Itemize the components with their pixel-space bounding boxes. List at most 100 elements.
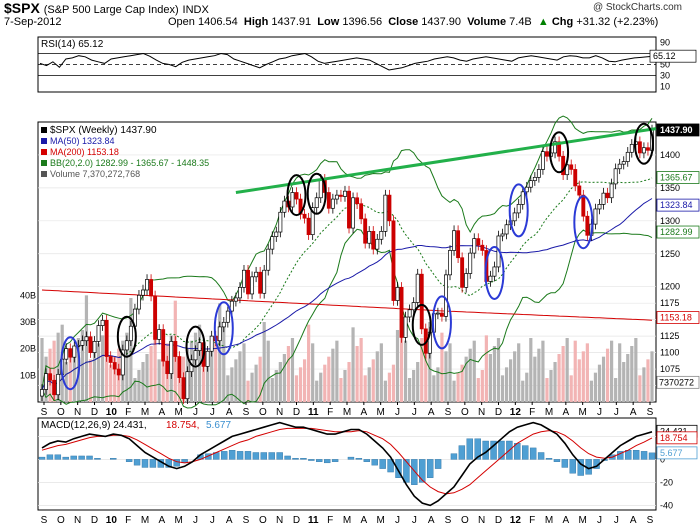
candle-body — [456, 230, 461, 259]
candle-body — [347, 190, 351, 229]
macd-histogram-bar — [236, 451, 244, 460]
candle-body — [403, 316, 408, 338]
volume-tick-label: 40B — [20, 290, 36, 300]
candle-body — [108, 356, 113, 363]
candle-body — [444, 274, 448, 317]
volume-bar — [403, 340, 408, 402]
candle-body — [439, 312, 444, 317]
macd-histogram-bar — [363, 459, 371, 462]
index-name: (S&P 500 Large Cap Index) — [43, 4, 179, 16]
candle-body — [306, 217, 311, 236]
volume-bar — [622, 362, 626, 402]
candle-body — [359, 203, 364, 220]
volume-bar — [610, 340, 614, 402]
volume-bar — [420, 338, 424, 402]
candle-body — [262, 269, 267, 294]
symbol: $SPX — [4, 0, 40, 16]
volume-tick-label: 10B — [20, 370, 36, 380]
x-tick-label: M — [141, 407, 149, 418]
chg-value: +31.32 (+2.23%) — [576, 16, 659, 28]
volume-bar — [286, 346, 291, 402]
volume-bar — [226, 375, 230, 402]
candle-body — [80, 340, 85, 346]
macd-histogram-bar — [379, 459, 386, 469]
price-legend-entry: MA(50) 1323.84 — [50, 136, 115, 146]
candle-body — [492, 266, 497, 277]
volume-bar — [88, 359, 93, 402]
macd-flag-label: 5.677 — [660, 448, 683, 458]
price-tick-label: 1100 — [660, 348, 679, 358]
volume-bar — [452, 380, 456, 402]
x-tick-label: D — [91, 407, 98, 418]
macd-legend: MACD(12,26,9) 24.431, — [41, 420, 147, 431]
macd-x-tick-label: M — [578, 515, 586, 526]
volume-bar — [573, 340, 577, 402]
candle-body — [217, 326, 222, 342]
volume-bar — [210, 346, 214, 402]
candle-body — [92, 341, 97, 353]
candle-body — [516, 204, 521, 214]
x-tick-label: A — [630, 407, 637, 418]
candle-body — [573, 169, 578, 187]
candle-body — [391, 220, 396, 301]
volume-bar — [302, 359, 307, 402]
price-flag-label: 1323.84 — [660, 200, 693, 210]
macd-x-tick-label: A — [562, 515, 569, 526]
candle-body — [237, 287, 242, 299]
volume-bar — [630, 346, 634, 402]
volume-bar — [529, 338, 533, 402]
candle-body — [197, 342, 202, 351]
x-tick-label: J — [412, 407, 417, 418]
volume-tick-label: 30B — [20, 317, 36, 327]
volume-bar — [331, 348, 335, 402]
candle-body — [294, 192, 299, 200]
macd-legend-hist: 5.677 — [206, 420, 231, 431]
candle-body — [177, 356, 182, 378]
macd-histogram-bar — [276, 452, 283, 460]
legend-swatch — [41, 160, 47, 166]
legend-swatch — [41, 149, 47, 155]
candle-body — [193, 350, 198, 361]
candle-body — [141, 289, 145, 296]
candle-body — [104, 319, 109, 357]
macd-histogram-bar — [316, 459, 323, 462]
volume-bar — [569, 375, 573, 402]
volume-bar — [399, 332, 404, 402]
macd-x-tick-label: J — [210, 515, 215, 526]
price-tick-label: 1300 — [660, 216, 680, 226]
macd-histogram-bar — [569, 459, 576, 474]
macd-histogram-bar — [268, 452, 275, 460]
candle-body — [233, 297, 238, 302]
candle-body — [532, 176, 537, 181]
open-value: 1406.54 — [197, 16, 238, 28]
volume-bar — [246, 380, 250, 402]
macd-histogram-bar — [94, 458, 101, 460]
macd-histogram-bar — [292, 458, 299, 460]
volume-bar — [157, 359, 161, 402]
volume-bar — [270, 378, 274, 402]
volume-bar — [428, 322, 432, 402]
volume-bar — [504, 367, 509, 402]
macd-tick-label: -40 — [660, 500, 673, 510]
volume-bar — [343, 370, 347, 402]
candle-body — [468, 252, 473, 274]
x-tick-label: F — [327, 407, 333, 418]
rsi-tick-label: 30 — [660, 71, 670, 81]
candle-body — [96, 325, 101, 342]
rsi-line — [39, 52, 655, 71]
x-tick-label: A — [428, 407, 435, 418]
candle-body — [310, 207, 315, 236]
volume-flag-label: 7370272 — [659, 377, 694, 387]
volume-bar — [383, 380, 387, 402]
volume-bar — [96, 343, 101, 402]
macd-histogram-bar — [221, 451, 228, 460]
volume-bar — [379, 343, 383, 402]
volume-bar — [278, 362, 282, 402]
x-tick-label: O — [57, 407, 65, 418]
volume-bar — [553, 362, 557, 402]
volume-bar — [456, 372, 460, 402]
macd-x-tick-label: M — [545, 515, 553, 526]
exchange: INDX — [182, 4, 209, 16]
x-tick-label: O — [461, 407, 469, 418]
volume-bar — [327, 356, 331, 402]
